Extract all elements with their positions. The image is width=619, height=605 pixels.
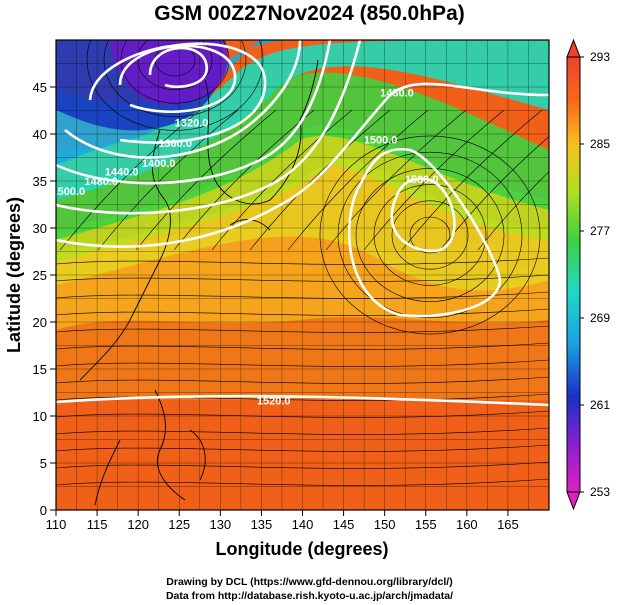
height-contour — [390, 177, 456, 253]
streamline — [477, 171, 549, 251]
height-contour — [118, 44, 237, 114]
streamline — [97, 109, 239, 251]
colorbar-tick-label: 269 — [590, 311, 610, 325]
temperature-field: 1320.01360.01400.01440.01480.01500.01480… — [51, 40, 549, 510]
height-contour — [148, 46, 209, 89]
height-contour — [56, 40, 332, 185]
contour-label: 1500.0 — [364, 134, 398, 146]
coastline-segment — [94, 439, 121, 506]
y-axis-ticks: 0 5 10 15 20 25 30 35 40 45 — [33, 80, 56, 518]
x-tick-label: 160 — [456, 517, 478, 532]
streamline — [56, 376, 549, 384]
streamline — [391, 200, 469, 270]
streamline — [211, 109, 353, 251]
contour-label: 1500.0 — [51, 186, 85, 198]
coastline-segment — [154, 389, 186, 501]
map-title: GSM 00Z27Nov2024 (850.0hPa) — [154, 2, 465, 25]
height-contour — [64, 40, 302, 159]
y-tick-label: 5 — [40, 456, 47, 471]
x-tick-label: 125 — [168, 517, 190, 532]
y-tick-label: 30 — [33, 221, 47, 236]
y-tick-label: 45 — [33, 80, 47, 95]
x-tick-label: 165 — [497, 517, 519, 532]
contour-label: 1400.0 — [142, 158, 176, 170]
x-axis-label: Longitude (degrees) — [215, 539, 388, 559]
contour-label: 1520.0 — [257, 396, 291, 408]
x-tick-label: 120 — [127, 517, 149, 532]
streamline — [325, 109, 467, 251]
height-contours — [56, 40, 549, 407]
streamline — [137, 40, 213, 90]
streamline — [56, 274, 549, 282]
streamline — [56, 461, 549, 469]
streamline — [56, 342, 549, 350]
y-axis-label: Latitude (degrees) — [4, 197, 24, 353]
x-tick-label: 145 — [333, 517, 355, 532]
colorbar-bottom-arrow — [566, 491, 581, 511]
streamline — [287, 109, 429, 251]
streamline — [56, 444, 549, 452]
y-tick-label: 35 — [33, 174, 47, 189]
colorbar-bar — [566, 56, 581, 493]
x-tick-label: 150 — [374, 517, 396, 532]
contour-label: 1480.0 — [380, 87, 414, 99]
y-tick-label: 25 — [33, 268, 47, 283]
streamline — [56, 410, 549, 418]
streamline — [56, 393, 549, 401]
streamline — [355, 168, 505, 302]
colorbar-tick-label: 293 — [590, 50, 610, 64]
height-contour — [56, 40, 362, 215]
streamline — [173, 109, 315, 251]
colorbar-tick-label: 253 — [590, 485, 610, 499]
colorbar-tick-label: 285 — [590, 137, 610, 151]
contour-label: 1320.0 — [175, 117, 209, 129]
y-tick-label: 15 — [33, 362, 47, 377]
streamline — [401, 109, 543, 251]
streamline — [56, 478, 549, 486]
streamline — [86, 40, 264, 131]
contour-label: 1560.0 — [405, 174, 439, 186]
x-tick-label: 135 — [251, 517, 273, 532]
contour-label: 1360.0 — [158, 138, 192, 150]
x-tick-label: 155 — [415, 517, 437, 532]
y-tick-label: 20 — [33, 315, 47, 330]
x-axis-ticks: 110 115 120 125 130 135 140 145 150 155 160 165 — [46, 510, 519, 532]
coastline-segment — [189, 429, 206, 481]
x-tick-label: 130 — [209, 517, 231, 532]
grid-lines — [56, 40, 549, 510]
colorbar: 293 285 277 269 261 253 — [566, 38, 610, 511]
x-tick-label: 140 — [292, 517, 314, 532]
streamline — [56, 427, 549, 435]
x-tick-label: 115 — [87, 517, 108, 532]
x-tick-label: 110 — [46, 517, 67, 532]
streamline — [56, 257, 549, 265]
height-contour — [347, 147, 502, 318]
streamline — [56, 359, 549, 367]
y-tick-label: 10 — [33, 409, 47, 424]
streamline — [249, 109, 391, 251]
contour-labels: 1320.01360.01400.01440.01480.01500.01480… — [51, 87, 439, 408]
streamline — [319, 135, 541, 335]
streamline — [373, 184, 487, 286]
streamlines — [56, 40, 549, 486]
credit-data-source: Data from http://database.rish.kyoto-u.a… — [165, 590, 454, 602]
credit-drawing: Drawing by DCL (https://www.gfd-dennou.o… — [166, 576, 453, 588]
height-contour — [56, 82, 549, 248]
colorbar-tick-label: 277 — [590, 224, 610, 238]
contour-label: 1440.0 — [105, 166, 139, 178]
colorbar-top-arrow — [566, 38, 581, 58]
y-tick-label: 40 — [33, 127, 47, 142]
y-tick-label: 0 — [40, 503, 47, 518]
contour-label: 1480.0 — [84, 176, 118, 188]
height-contour — [88, 42, 267, 144]
colorbar-tick-label: 261 — [590, 398, 610, 412]
streamline — [59, 109, 201, 251]
height-contour — [56, 394, 549, 407]
streamline — [56, 291, 549, 299]
